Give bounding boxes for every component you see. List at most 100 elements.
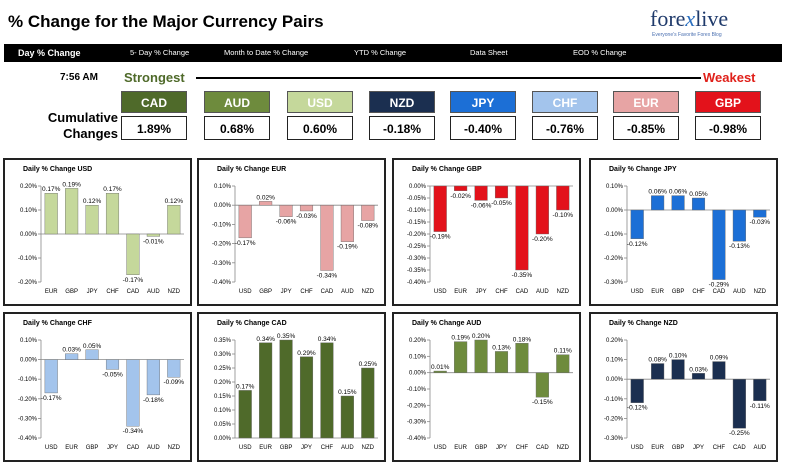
currency-code-eur: EUR — [613, 91, 679, 113]
tab-ytd-change[interactable]: YTD % Change — [354, 48, 407, 57]
tab-5-day-change[interactable]: 5- Day % Change — [130, 48, 190, 57]
bar — [671, 195, 685, 211]
currency-value-aud: 0.68% — [204, 116, 270, 140]
bar — [515, 343, 529, 373]
x-tick-label: CAD — [321, 289, 334, 295]
y-tick-label: -0.30% — [604, 436, 624, 442]
data-label: -0.17% — [123, 277, 144, 284]
x-tick-label: JPY — [107, 445, 118, 451]
data-label: 0.17% — [103, 186, 122, 193]
data-label: -0.12% — [627, 405, 648, 412]
data-label: -0.05% — [491, 200, 512, 207]
data-label: 0.02% — [256, 194, 275, 201]
currency-code-aud: AUD — [204, 91, 270, 113]
x-tick-label: USD — [434, 289, 447, 295]
y-tick-label: -0.10% — [18, 256, 38, 262]
y-tick-label: -0.20% — [18, 397, 38, 403]
x-tick-label: EUR — [259, 445, 272, 451]
tab-data-sheet[interactable]: Data Sheet — [470, 48, 508, 57]
x-tick-label: GBP — [475, 445, 488, 451]
x-tick-label: NZD — [754, 289, 767, 295]
chart-title: Daily % Change NZD — [609, 320, 678, 327]
data-label: 0.35% — [277, 333, 296, 340]
data-label: -0.03% — [749, 219, 770, 226]
bar-chart: 0.00% -0.05% -0.10% -0.15% -0.20% -0.25% -0.30… — [407, 184, 573, 295]
y-tick-label: 0.10% — [20, 338, 38, 344]
chart-panel-jpy: Daily % Change JPY 0.10% 0.00% -0.10% -0.20… — [589, 158, 778, 306]
forexlive-logo[interactable]: forexlive Everyone's Favorite Forex Blog — [650, 6, 770, 40]
y-tick-label: -0.40% — [407, 436, 427, 442]
y-tick-label: 0.35% — [214, 338, 232, 344]
y-tick-label: -0.20% — [407, 403, 427, 409]
data-label: 0.29% — [297, 350, 316, 357]
logo-tagline: Everyone's Favorite Forex Blog — [652, 32, 722, 38]
y-tick-label: 0.15% — [214, 394, 232, 400]
chart-panel-eur: Daily % Change EUR 0.10% 0.00% -0.10% -0.20… — [197, 158, 386, 306]
bar — [340, 205, 354, 242]
bar — [535, 372, 549, 398]
x-tick-label: AUD — [147, 445, 160, 451]
x-tick-label: NZD — [168, 445, 181, 451]
bar — [65, 188, 79, 235]
bar-chart: 0.35% 0.30% 0.25% 0.20% 0.15% 0.10% 0.05% 0.00%… — [214, 333, 378, 451]
x-tick-label: CHF — [321, 445, 334, 451]
currency-value-nzd: -0.18% — [369, 116, 435, 140]
bar — [85, 205, 99, 235]
tab-bar: Day % Change 5- Day % Change Month to Da… — [4, 44, 782, 62]
y-tick-label: -0.20% — [18, 280, 38, 286]
currency-value-gbp: -0.98% — [695, 116, 761, 140]
currency-code-cad: CAD — [121, 91, 187, 113]
y-tick-label: 0.00% — [214, 436, 232, 442]
x-tick-label: JPY — [87, 289, 98, 295]
tab-day-change[interactable]: Day % Change — [18, 48, 81, 58]
x-tick-label: CAD — [516, 289, 529, 295]
bar-chart: 0.10% 0.00% -0.10% -0.20% -0.30% -0.40% -0.17%… — [212, 184, 378, 295]
data-label: 0.01% — [431, 364, 450, 371]
chart-title: Daily % Change EUR — [217, 166, 287, 173]
data-label: 0.19% — [62, 181, 81, 188]
x-tick-label: AUD — [536, 289, 549, 295]
data-label: -0.06% — [276, 219, 297, 226]
bar — [691, 373, 706, 380]
data-label: -0.35% — [512, 272, 533, 279]
data-label: -0.19% — [430, 234, 451, 241]
data-label: 0.25% — [359, 361, 378, 368]
bar — [105, 193, 120, 235]
x-tick-label: NZD — [557, 289, 570, 295]
y-tick-label: -0.30% — [212, 261, 232, 267]
y-tick-label: -0.10% — [212, 222, 232, 228]
bar — [671, 359, 685, 380]
bar — [167, 205, 181, 235]
tab-eod-change[interactable]: EOD % Change — [573, 48, 627, 57]
bar — [126, 359, 140, 427]
data-label: -0.05% — [102, 371, 123, 378]
bar — [299, 356, 314, 439]
x-tick-label: GBP — [672, 445, 685, 451]
bar — [454, 341, 468, 373]
bar — [494, 351, 509, 373]
bar — [535, 185, 549, 235]
data-label: -0.19% — [337, 244, 358, 251]
y-tick-label: -0.30% — [407, 256, 427, 262]
bar — [44, 359, 58, 394]
x-tick-label: CHF — [713, 445, 726, 451]
y-tick-label: 0.20% — [20, 184, 38, 190]
bar — [279, 205, 293, 217]
x-tick-label: USD — [434, 445, 447, 451]
cumulative-changes-label: Cumulative Changes — [47, 110, 118, 141]
y-tick-label: -0.25% — [407, 244, 427, 250]
bar — [630, 378, 644, 403]
x-tick-label: CHF — [106, 289, 119, 295]
tab-month-to-date-change[interactable]: Month to Date % Change — [224, 48, 309, 57]
bar — [433, 370, 447, 373]
data-label: -0.17% — [41, 395, 62, 402]
x-tick-label: USD — [631, 445, 644, 451]
y-tick-label: -0.40% — [407, 280, 427, 286]
y-tick-label: 0.10% — [409, 354, 427, 360]
chart-panel-gbp: Daily % Change GBP 0.00% -0.05% -0.10% -0.1… — [392, 158, 581, 306]
data-label: -0.03% — [296, 213, 317, 220]
x-tick-label: JPY — [693, 445, 704, 451]
y-tick-label: -0.20% — [604, 416, 624, 422]
currency-code-usd: USD — [287, 91, 353, 113]
bar — [556, 185, 570, 211]
